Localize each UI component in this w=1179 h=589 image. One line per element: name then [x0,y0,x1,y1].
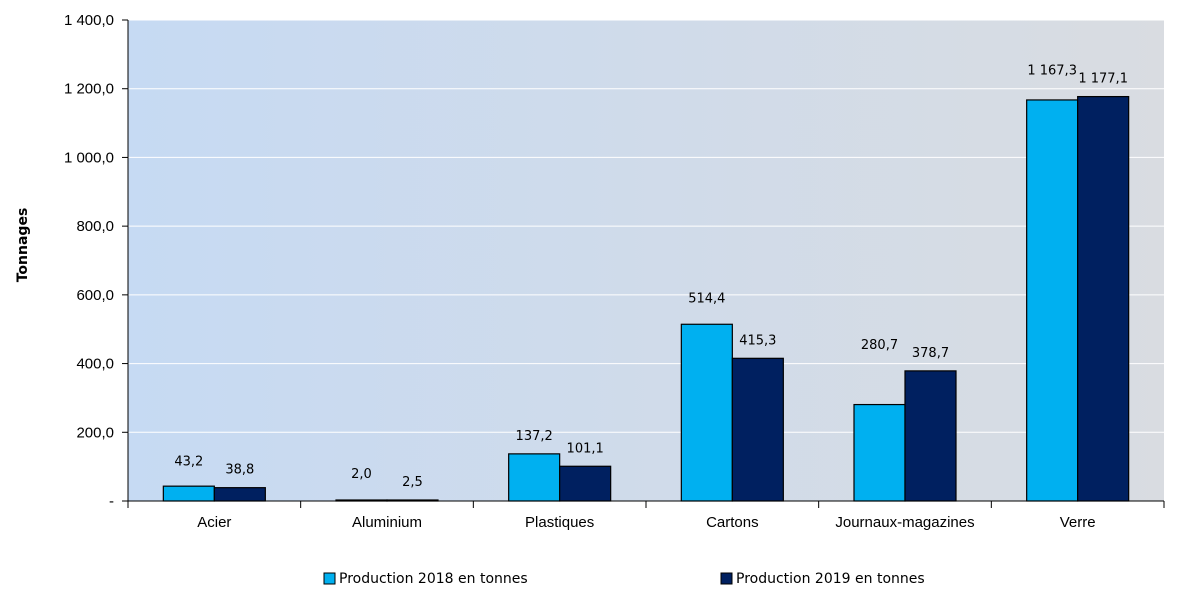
bar-2018 [680,323,733,502]
data-label: 378,7 [912,346,949,361]
plot-area [128,20,1164,501]
y-tick-label: 800,0 [76,218,114,235]
data-label: 2,0 [351,467,372,482]
y-tick-label: 1 000,0 [64,149,114,166]
bar-2019 [731,357,784,502]
x-tick-label: Plastiques [525,514,594,531]
data-label: 2,5 [402,475,423,490]
legend-swatch [323,572,336,585]
bar-2018 [162,485,215,502]
x-tick-label: Acier [197,514,231,531]
y-axis-label: Tonnages [15,208,31,283]
x-tick-label: Journaux-magazines [835,514,974,531]
bar-2018 [335,499,388,502]
y-tick-label: - [109,493,114,510]
y-tick-label: 1 400,0 [64,12,114,29]
data-label: 43,2 [174,455,203,470]
bar-2019 [386,499,439,502]
x-tick-label: Cartons [706,514,759,531]
y-tick-label: 200,0 [76,424,114,441]
data-label: 415,3 [739,333,776,348]
legend-label: Production 2019 en tonnes [736,571,925,587]
legend-label: Production 2018 en tonnes [339,571,528,587]
legend-swatch [720,572,733,585]
data-label: 1 177,1 [1078,72,1128,87]
y-tick-label: 400,0 [76,356,114,373]
data-label: 38,8 [225,463,254,478]
y-tick-label: 600,0 [76,287,114,304]
y-tick-label: 1 200,0 [64,81,114,98]
data-label: 101,1 [567,441,604,456]
x-tick-label: Aluminium [352,514,422,531]
bar-2018 [508,453,561,502]
data-label: 1 167,3 [1027,64,1077,79]
bar-2018 [853,403,906,502]
bar-2019 [213,487,266,502]
data-label: 280,7 [861,338,898,353]
x-tick-label: Verre [1060,514,1096,531]
bar-2019 [904,370,957,502]
data-label: 137,2 [516,429,553,444]
bar-2019 [1077,95,1130,502]
bar-2018 [1026,99,1079,502]
bar-2019 [559,465,612,502]
data-label: 514,4 [688,291,725,306]
